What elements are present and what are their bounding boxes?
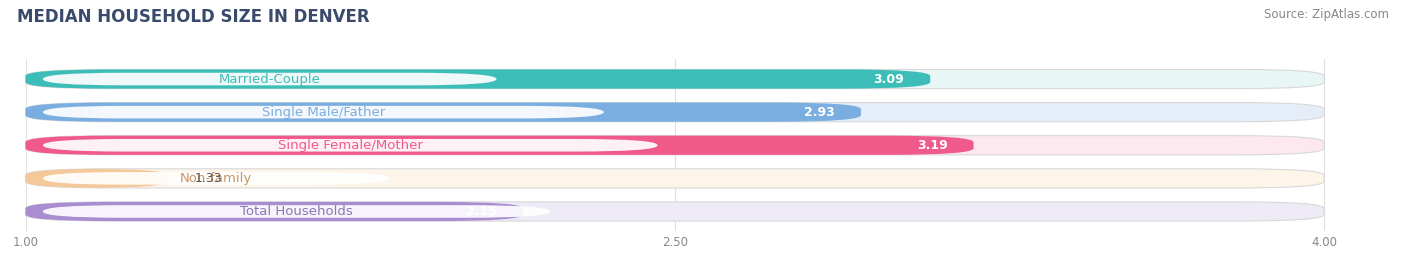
FancyBboxPatch shape	[25, 136, 1324, 155]
Text: Source: ZipAtlas.com: Source: ZipAtlas.com	[1264, 8, 1389, 21]
FancyBboxPatch shape	[25, 202, 523, 221]
Text: Total Households: Total Households	[240, 205, 353, 218]
FancyBboxPatch shape	[25, 69, 1324, 89]
Text: Married-Couple: Married-Couple	[219, 73, 321, 86]
Text: 2.15: 2.15	[467, 205, 498, 218]
Text: 2.93: 2.93	[804, 106, 835, 119]
FancyBboxPatch shape	[25, 102, 1324, 122]
FancyBboxPatch shape	[25, 136, 973, 155]
FancyBboxPatch shape	[25, 202, 1324, 221]
FancyBboxPatch shape	[42, 139, 658, 151]
Text: Single Male/Father: Single Male/Father	[262, 106, 385, 119]
FancyBboxPatch shape	[25, 169, 1324, 188]
Text: 1.33: 1.33	[194, 172, 222, 185]
FancyBboxPatch shape	[25, 69, 931, 89]
FancyBboxPatch shape	[42, 172, 389, 185]
Text: 3.09: 3.09	[873, 73, 904, 86]
Text: MEDIAN HOUSEHOLD SIZE IN DENVER: MEDIAN HOUSEHOLD SIZE IN DENVER	[17, 8, 370, 26]
FancyBboxPatch shape	[42, 73, 496, 85]
Text: Single Female/Mother: Single Female/Mother	[278, 139, 423, 152]
FancyBboxPatch shape	[42, 106, 603, 118]
FancyBboxPatch shape	[25, 102, 860, 122]
Text: 3.19: 3.19	[917, 139, 948, 152]
FancyBboxPatch shape	[25, 169, 169, 188]
Text: Non-family: Non-family	[180, 172, 252, 185]
FancyBboxPatch shape	[42, 205, 550, 218]
